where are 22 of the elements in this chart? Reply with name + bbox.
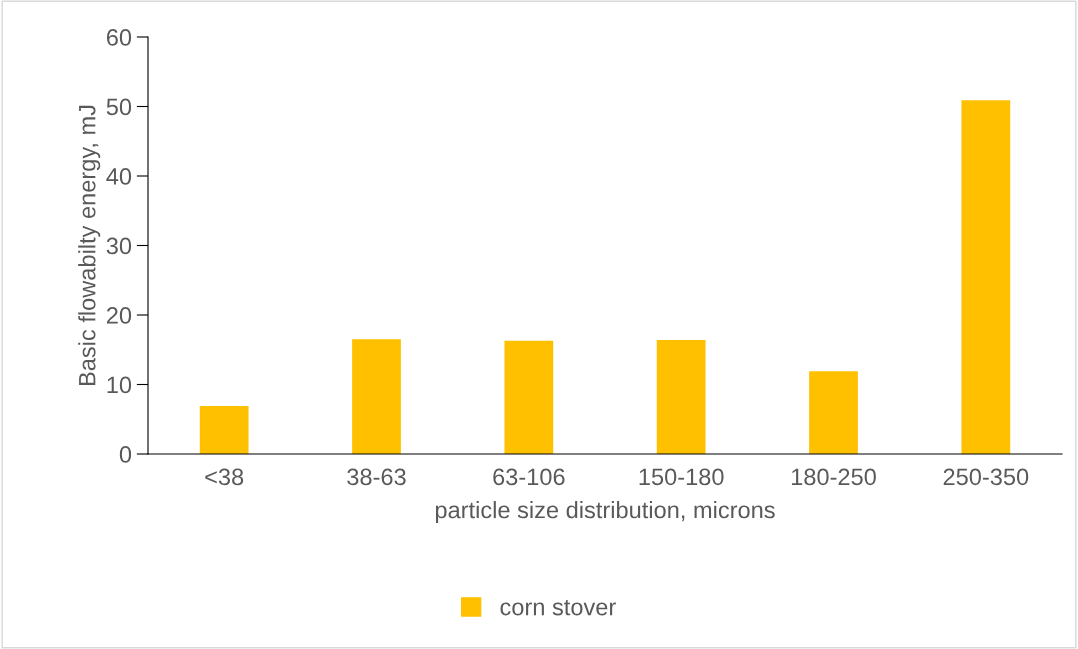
y-axis-title: Basic flowabilty energy, mJ [78, 105, 101, 386]
x-axis-title: particle size distribution, microns [435, 501, 775, 524]
x-tick-label: 38-63 [347, 468, 406, 486]
x-tick-label: 63-106 [493, 468, 565, 486]
y-tick-label: 50 [106, 98, 132, 116]
bar [199, 406, 249, 454]
bar [504, 340, 554, 454]
bar [656, 340, 706, 454]
y-tick-label: 30 [106, 237, 132, 255]
bar [809, 371, 858, 454]
bar [961, 100, 1011, 454]
bar [352, 339, 401, 454]
x-tick-label: 150-180 [639, 468, 724, 486]
y-tick-label: 20 [106, 307, 132, 324]
x-tick-label: 250-350 [943, 468, 1029, 486]
legend-label: corn stover [500, 599, 616, 616]
y-tick-label: 60 [106, 29, 132, 46]
x-tick-label: <38 [205, 468, 244, 486]
y-tick-label: 10 [107, 376, 132, 394]
y-tick-label: 40 [106, 168, 132, 185]
x-tick-label: 180-250 [791, 468, 876, 486]
y-tick-label: 0 [119, 446, 132, 463]
